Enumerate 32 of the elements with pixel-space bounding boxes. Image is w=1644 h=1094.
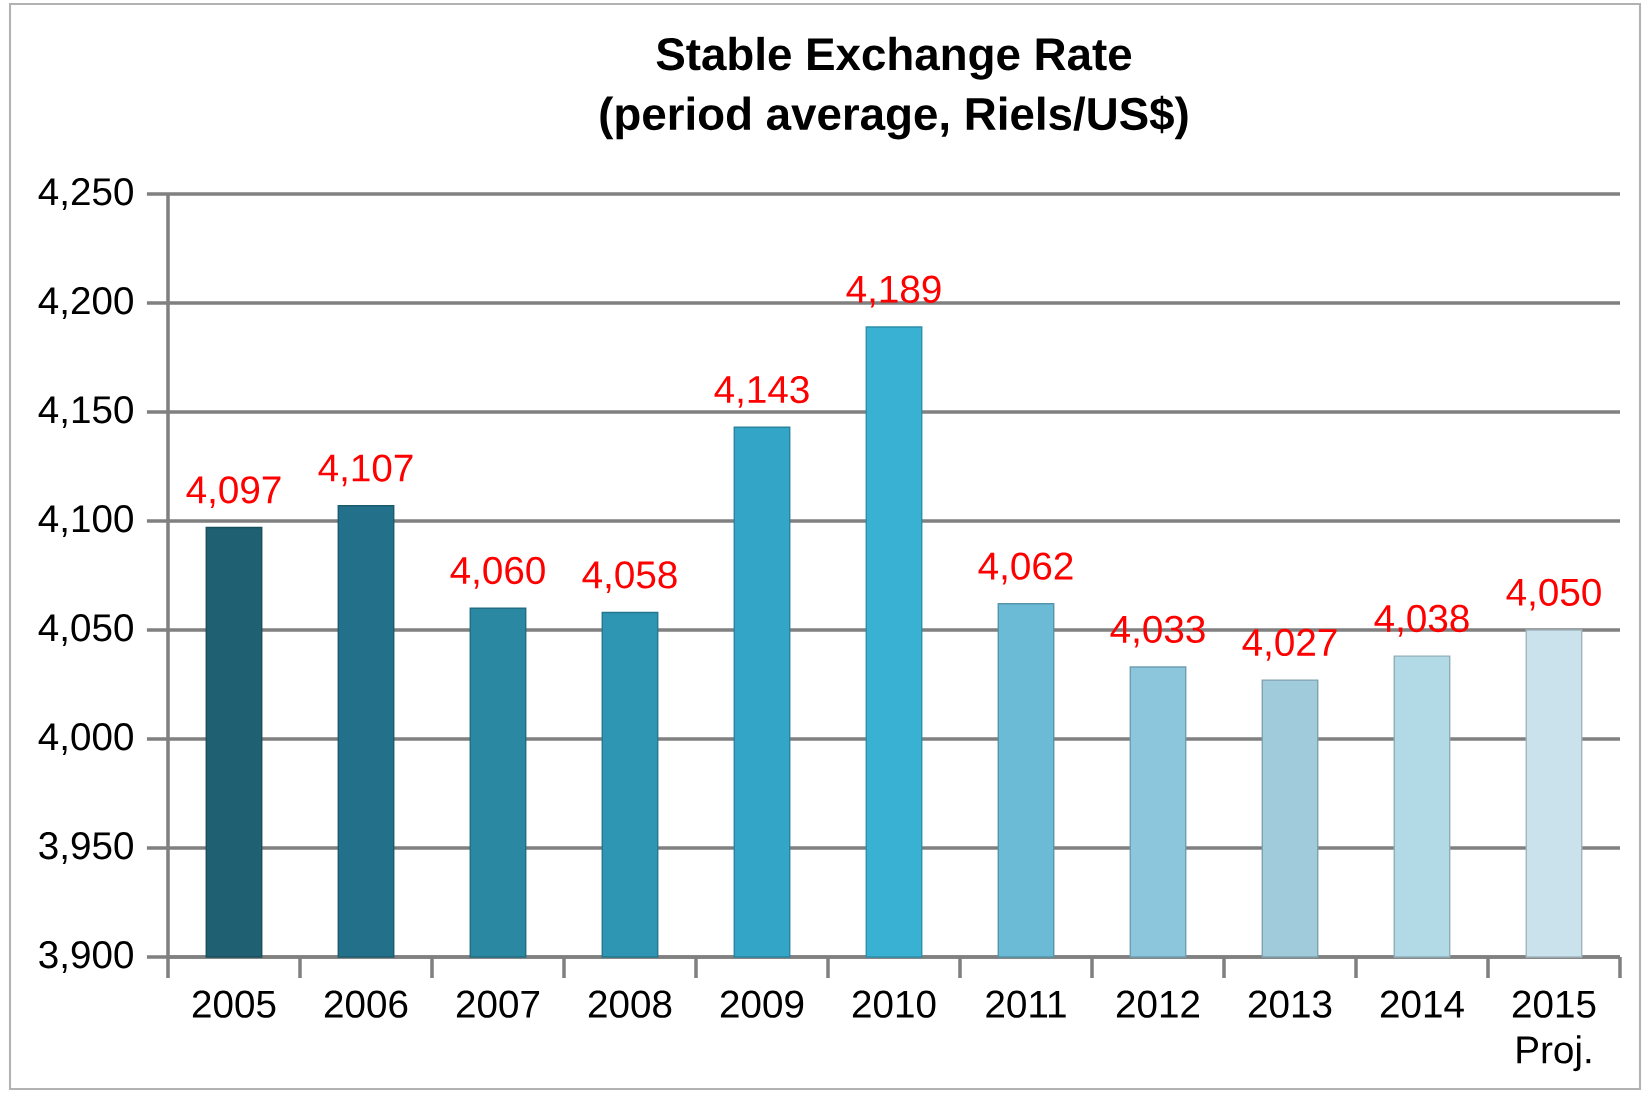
y-tick-label: 3,900 — [39, 941, 133, 973]
data-label: 4,060 — [450, 556, 545, 589]
x-tick-label: 2008 — [588, 990, 672, 1018]
data-label: 4,097 — [186, 476, 281, 509]
data-label: 4,038 — [1374, 604, 1469, 637]
data-label: 4,189 — [846, 275, 941, 308]
y-tick-label: 4,150 — [38, 396, 133, 428]
x-tick-label: 2012 — [1116, 990, 1200, 1018]
x-tick-label: 2015 Proj. — [1512, 990, 1596, 1072]
x-tick-label: 2009 — [720, 990, 804, 1018]
y-tick-label: 4,200 — [38, 287, 133, 319]
x-tick-label: 2006 — [324, 990, 408, 1018]
y-tick-label: 4,100 — [38, 505, 133, 537]
x-tick-label: 2011 — [986, 990, 1066, 1018]
data-label: 4,058 — [582, 561, 677, 594]
x-tick-label: 2013 — [1248, 990, 1332, 1018]
x-tick-label: 2007 — [456, 990, 540, 1018]
y-tick-label: 3,950 — [39, 832, 133, 864]
data-label: 4,050 — [1506, 578, 1601, 611]
data-label: 4,143 — [714, 375, 809, 408]
data-label: 4,033 — [1110, 615, 1205, 648]
x-tick-label: 2014 — [1380, 990, 1464, 1018]
data-label: 4,027 — [1242, 628, 1337, 661]
y-tick-label: 4,050 — [38, 614, 133, 646]
data-label: 4,062 — [978, 552, 1073, 585]
chart-title: Stable Exchange Rate — [656, 36, 1132, 80]
x-tick-label: 2010 — [852, 990, 936, 1018]
y-tick-label: 4,250 — [38, 178, 133, 210]
y-tick-label: 4,000 — [38, 723, 133, 755]
chart-subtitle: (period average, Riels/US$) — [600, 95, 1188, 140]
x-tick-label: 2005 — [192, 990, 276, 1018]
data-label: 4,107 — [318, 454, 413, 487]
